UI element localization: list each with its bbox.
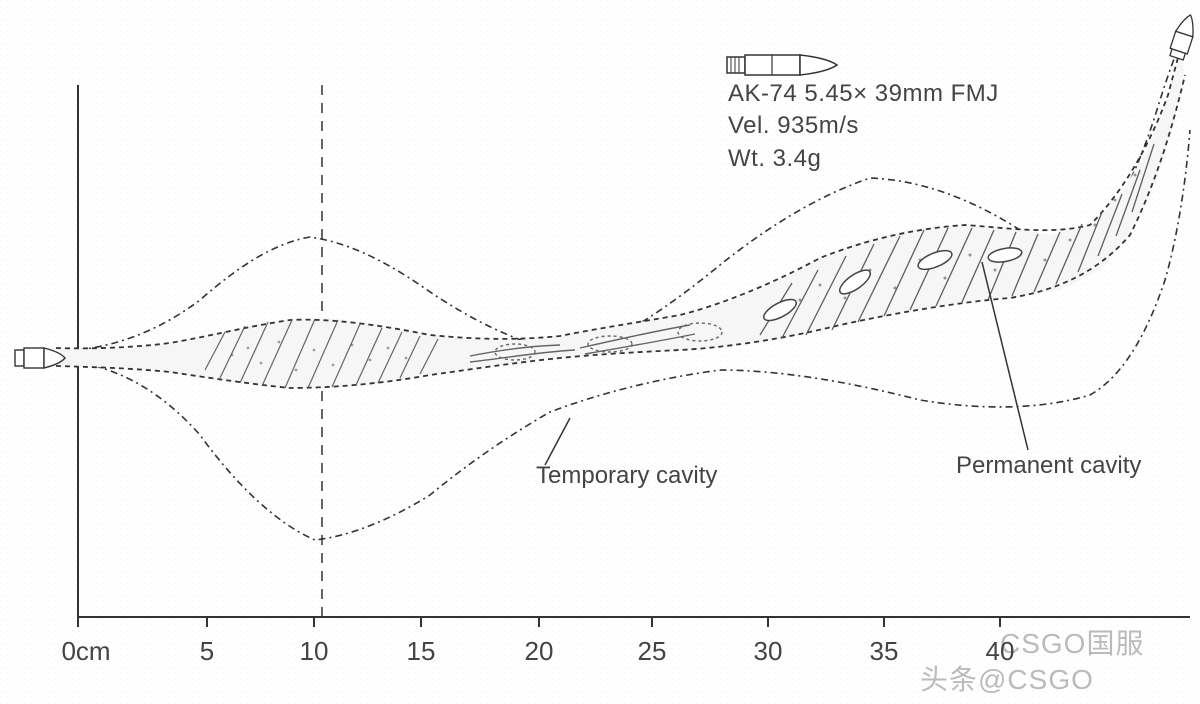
tick-10: 10 <box>284 636 344 667</box>
bullet-icon <box>727 55 837 75</box>
tick-0: 0cm <box>56 636 116 667</box>
watermark-1: CSGO国服 <box>1000 622 1144 662</box>
tick-35: 35 <box>854 636 914 667</box>
ammo-info: AK-74 5.45× 39mm FMJ Vel. 935m/s Wt. 3.4… <box>728 78 999 175</box>
wound-profile-canvas: AK-74 5.45× 39mm FMJ Vel. 935m/s Wt. 3.4… <box>0 0 1200 704</box>
ammo-line-1: AK-74 5.45× 39mm FMJ <box>728 78 999 110</box>
tick-5: 5 <box>177 636 237 667</box>
tick-20: 20 <box>509 636 569 667</box>
tick-30: 30 <box>738 636 798 667</box>
ammo-line-3: Wt. 3.4g <box>728 143 999 175</box>
permanent-cavity-label: Permanent cavity <box>956 452 1141 480</box>
tick-25: 25 <box>622 636 682 667</box>
tick-15: 15 <box>391 636 451 667</box>
diagram-svg <box>0 0 1200 704</box>
temporary-cavity-label: Temporary cavity <box>536 462 717 490</box>
watermark-2: 头条@CSGO <box>920 658 1094 698</box>
ammo-line-2: Vel. 935m/s <box>728 110 999 142</box>
